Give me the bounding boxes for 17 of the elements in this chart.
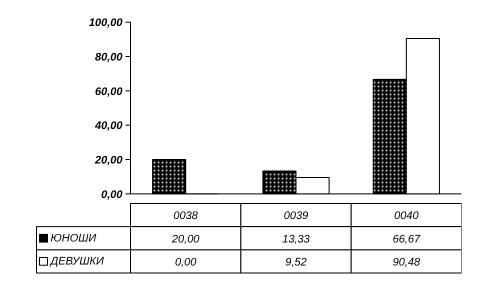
x-tick-label: 0040 [394, 210, 420, 222]
y-tick-label: 0,00 [101, 188, 124, 201]
data-label: 13,33 [282, 233, 311, 246]
data-label: 20,00 [170, 233, 200, 246]
data-label: 90,48 [392, 256, 421, 268]
data-label: 9,52 [285, 256, 307, 268]
legend-label: ЮНОШИ [50, 232, 96, 244]
x-tick-label: 0039 [284, 210, 308, 222]
data-label: 0,00 [174, 256, 198, 268]
x-tick-label: 0038 [173, 210, 199, 222]
y-tick-label: 100,00 [88, 17, 124, 30]
y-tick-label: 80,00 [94, 51, 124, 64]
data-label: 66,67 [392, 233, 421, 246]
legend-label: ДЕВУШКИ [48, 255, 104, 268]
y-tick-label: 60,00 [94, 86, 124, 98]
y-tick-label: 40,00 [94, 120, 124, 132]
y-tick-label: 20,00 [94, 154, 124, 167]
